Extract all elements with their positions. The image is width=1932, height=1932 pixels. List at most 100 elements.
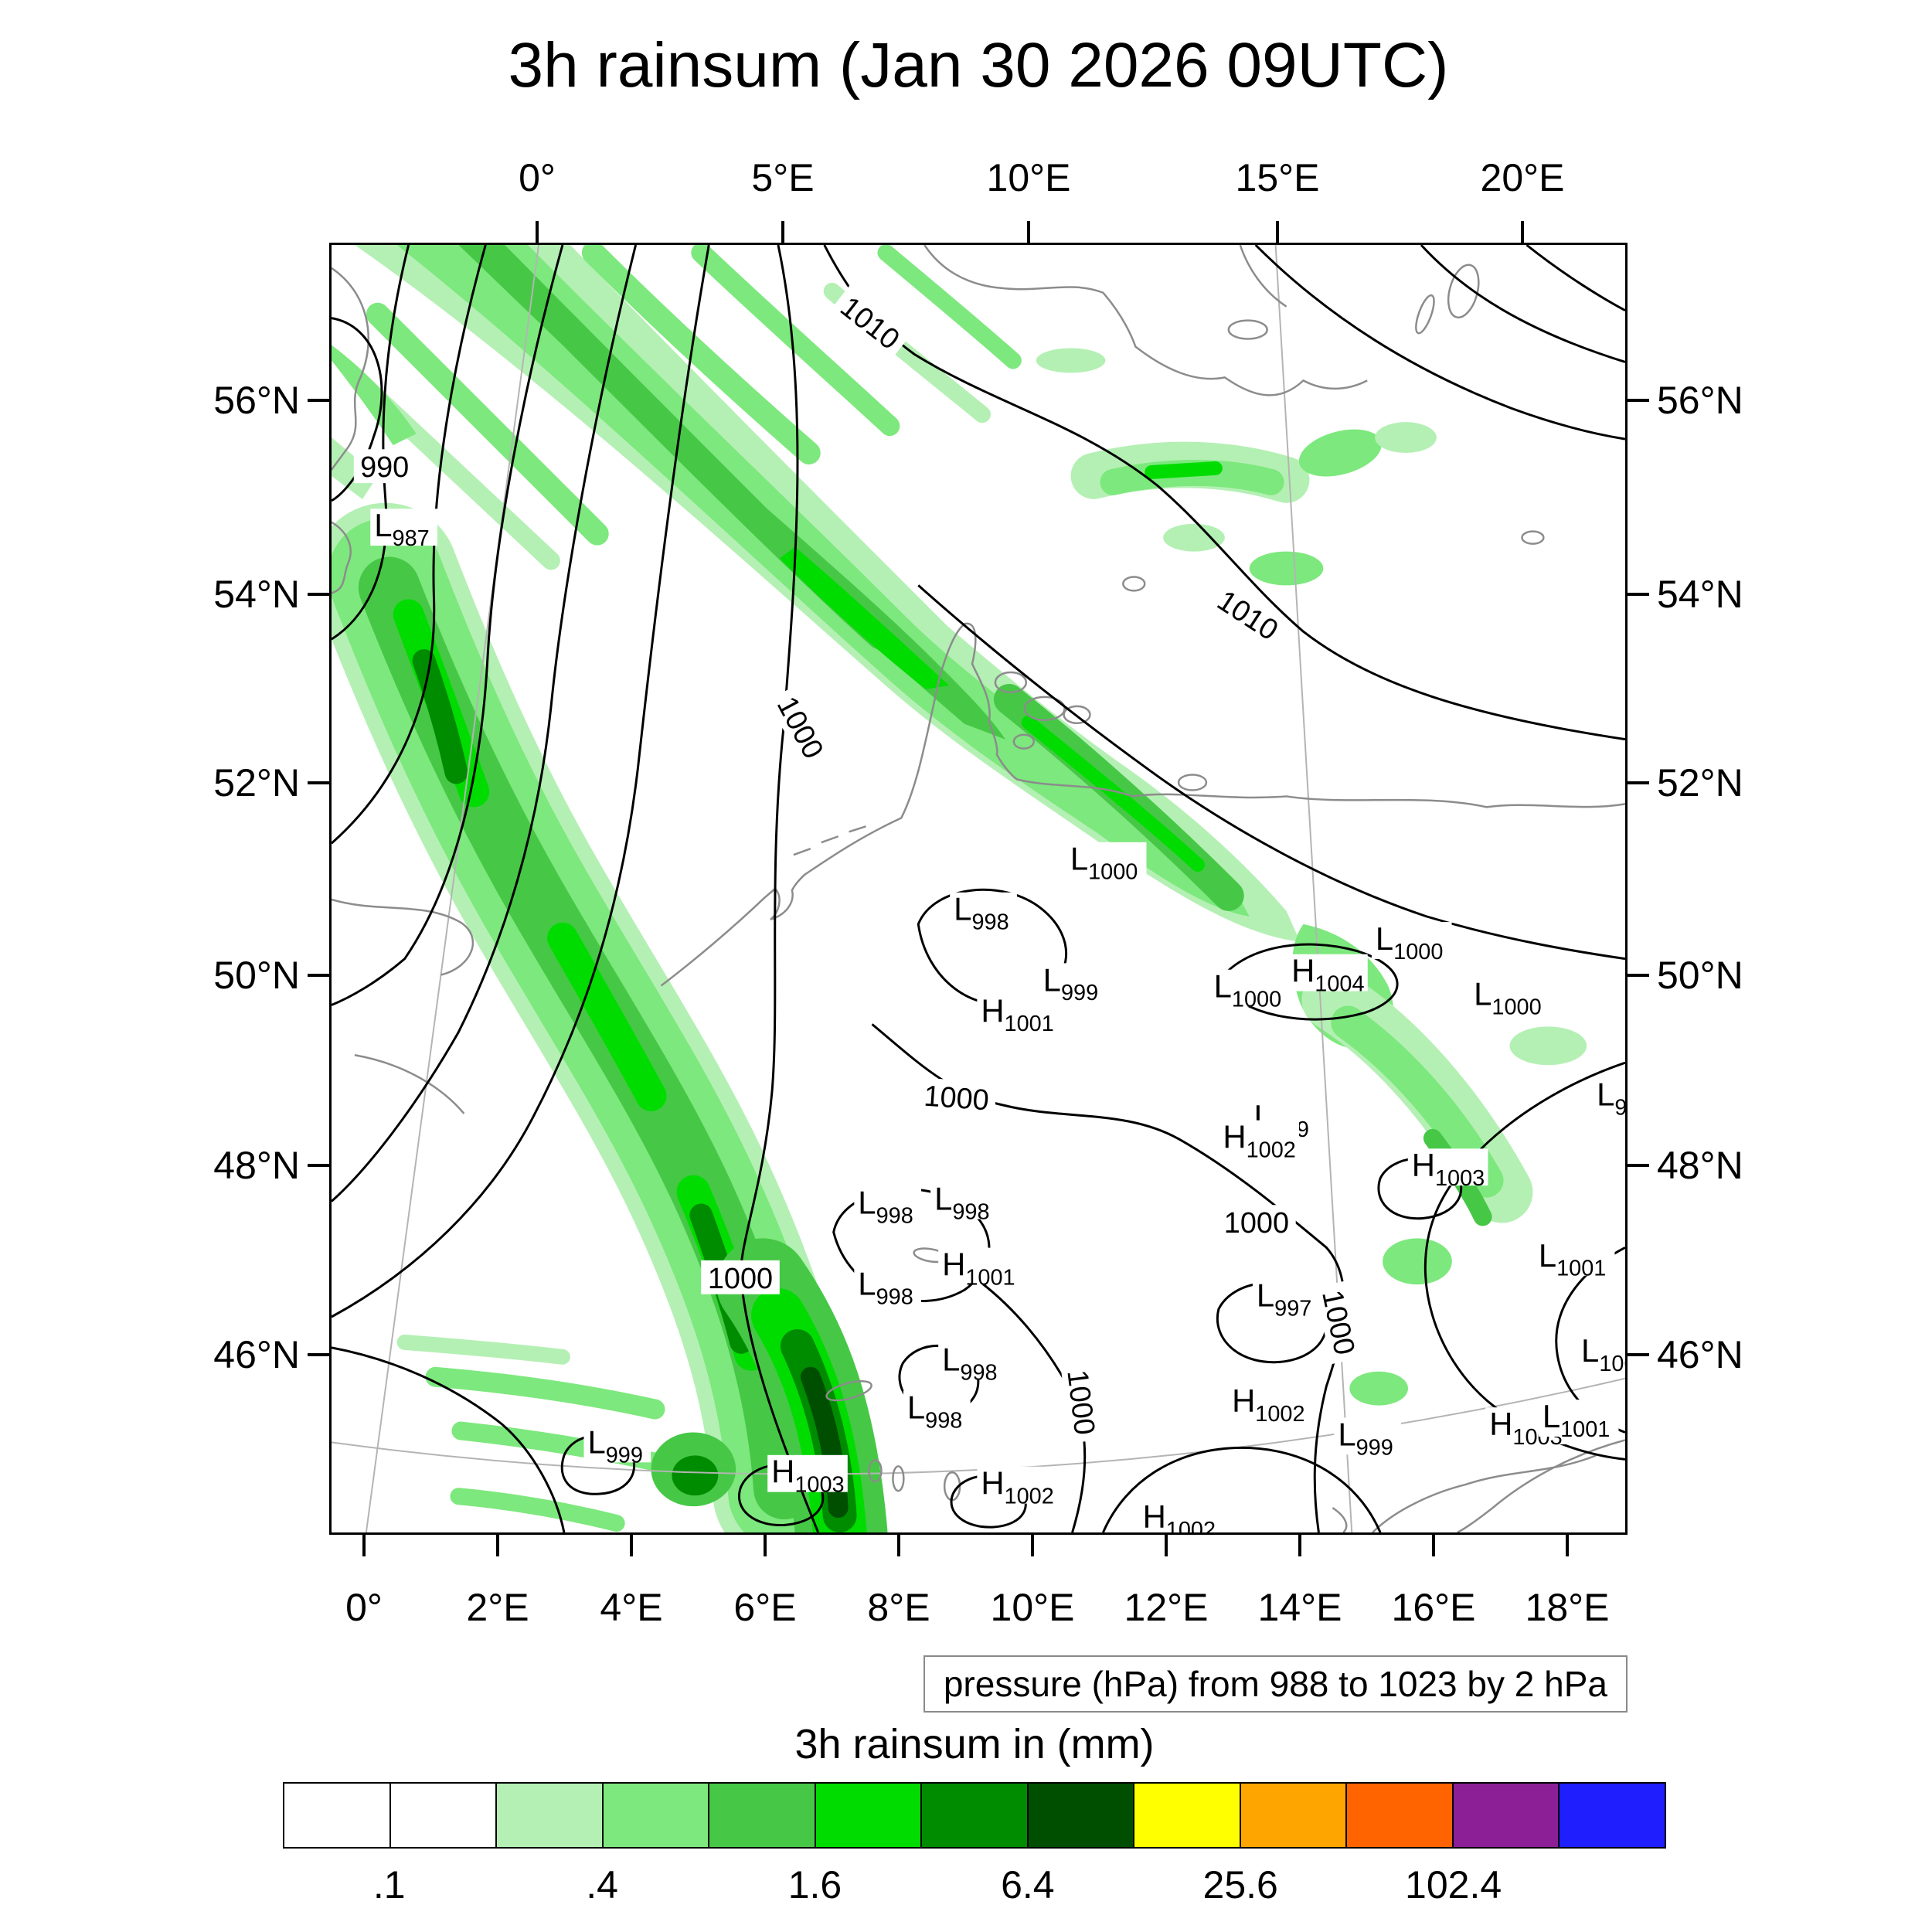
- colorbar-cell-2: [495, 1782, 604, 1849]
- axis-tick-label-top: 5°E: [751, 156, 815, 199]
- colorbar-cell-3: [601, 1782, 710, 1849]
- pressure-center-H1002: H1002: [1228, 1383, 1308, 1427]
- colorbar-tick-label: 6.4: [1001, 1863, 1055, 1906]
- colorbar-title: 3h rainsum in (mm): [794, 1721, 1155, 1767]
- pressure-center-L100: L100: [1577, 1332, 1625, 1376]
- axis-tick: [1628, 593, 1649, 596]
- pressure-center-L999: L999: [1039, 961, 1107, 1005]
- colorbar-tick-label: 25.6: [1202, 1863, 1278, 1906]
- isobar-label-1000: 1000: [916, 1077, 997, 1117]
- colorbar-cell-9: [1239, 1782, 1348, 1849]
- axis-tick-label-bottom: 10°E: [990, 1586, 1075, 1629]
- colorbar-cell-5: [814, 1782, 923, 1849]
- axis-tick-label-top: 15°E: [1235, 156, 1320, 199]
- isobar-label-1000: 1000: [767, 684, 835, 770]
- isobar-label-1010: 1010: [1206, 579, 1291, 651]
- pressure-center-L999: L999: [1334, 1416, 1402, 1460]
- axis-tick: [308, 593, 329, 596]
- colorbar-cell-12: [1558, 1782, 1666, 1849]
- pressure-center-L998: L998: [854, 1265, 922, 1309]
- pressure-center-L999: L999: [583, 1423, 651, 1468]
- axis-tick-label-left: 56°N: [213, 379, 300, 422]
- axis-tick-label-bottom: 0°: [345, 1586, 383, 1629]
- axis-tick: [1027, 221, 1030, 243]
- axis-tick-label-left: 54°N: [213, 573, 300, 616]
- pressure-center-L1000: L1000: [1066, 841, 1147, 885]
- colorbar-tick-label: 1.6: [787, 1863, 842, 1906]
- pressure-center-L1000: L1000: [1470, 976, 1550, 1020]
- pressure-center-L998: L998: [854, 1184, 922, 1228]
- axis-tick: [1628, 1164, 1649, 1167]
- axis-tick: [1031, 1535, 1034, 1556]
- svg-text:1000: 1000: [1224, 1207, 1289, 1240]
- axis-tick-label-right: 56°N: [1657, 379, 1743, 422]
- axis-tick: [1276, 221, 1279, 243]
- pressure-center-L99: L99: [1593, 1077, 1625, 1120]
- axis-tick: [1628, 781, 1649, 784]
- axis-tick: [1628, 974, 1649, 977]
- colorbar-cell-8: [1133, 1782, 1241, 1849]
- axis-tick-label-bottom: 14°E: [1257, 1586, 1342, 1629]
- axis-tick: [1628, 399, 1649, 402]
- axis-tick-label-left: 46°N: [213, 1333, 300, 1376]
- axis-tick: [1566, 1535, 1569, 1556]
- colorbar-cell-4: [708, 1782, 816, 1849]
- colorbar-cell-11: [1451, 1782, 1560, 1849]
- axis-tick: [764, 1535, 767, 1556]
- axis-tick-label-bottom: 12°E: [1124, 1586, 1209, 1629]
- axis-tick: [308, 974, 329, 977]
- axis-tick: [536, 221, 539, 243]
- pressure-center-H1003: H1003: [767, 1454, 848, 1498]
- axis-tick-label-right: 52°N: [1657, 761, 1743, 804]
- pressure-center-L1001: L1001: [1534, 1237, 1615, 1281]
- axis-tick: [308, 1164, 329, 1167]
- axis-tick-label-top: 10°E: [986, 156, 1071, 199]
- pressure-center-H1001: H1001: [977, 992, 1057, 1036]
- axis-tick-label-right: 50°N: [1657, 954, 1743, 997]
- axis-tick: [1432, 1535, 1435, 1556]
- svg-text:990: 990: [360, 451, 409, 484]
- rain-shading: [332, 245, 1587, 1532]
- svg-text:1000: 1000: [708, 1263, 773, 1295]
- svg-text:1000: 1000: [1315, 1287, 1361, 1358]
- pressure-center-H1001: H1001: [938, 1246, 1019, 1290]
- pressure-center-L997: L997: [1252, 1277, 1320, 1321]
- pressure-center-L1000: L1000: [1371, 920, 1452, 964]
- pressure-center-layer: L987L1000L998L999H1001L1000H1004L1000L10…: [370, 507, 1625, 1532]
- axis-tick: [897, 1535, 900, 1556]
- axis-tick-label-bottom: 16°E: [1391, 1586, 1476, 1629]
- pressure-center-L998: L998: [950, 891, 1017, 935]
- axis-tick-label-bottom: 6°E: [733, 1586, 797, 1629]
- axis-tick-label-top: 20°E: [1480, 156, 1565, 199]
- axis-tick: [362, 1535, 366, 1556]
- colorbar-cell-10: [1345, 1782, 1454, 1849]
- axis-tick: [1521, 221, 1524, 243]
- isobar-label-1000: 1000: [701, 1260, 780, 1295]
- axis-tick: [630, 1535, 633, 1556]
- colorbar: [283, 1782, 1666, 1849]
- pressure-center-L1001: L1001: [1538, 1398, 1619, 1442]
- axis-tick-label-bottom: 18°E: [1525, 1586, 1610, 1629]
- isobar-label-990: 990: [353, 449, 416, 484]
- axis-tick-label-bottom: 4°E: [600, 1586, 663, 1629]
- pressure-center-L987: L987: [370, 507, 437, 551]
- pressure-center-H1002: H1002: [1219, 1119, 1300, 1162]
- isobar-label-1000: 1000: [1217, 1205, 1296, 1240]
- map-canvas: 1010 990 1000 1010 1000 1000 1000 1000 1000 L987…: [332, 245, 1625, 1532]
- pressure-center-H1004: H1004: [1287, 953, 1368, 997]
- axis-tick: [308, 399, 329, 402]
- pressure-center-H1003: H1003: [1407, 1147, 1488, 1191]
- axis-tick-label-left: 50°N: [213, 954, 300, 997]
- colorbar-cell-7: [1026, 1782, 1135, 1849]
- isobar-label-1000: 1000: [1060, 1361, 1104, 1444]
- colorbar-tick-label: .1: [372, 1863, 406, 1906]
- colorbar-cell-0: [283, 1782, 391, 1849]
- axis-tick-label-right: 54°N: [1657, 573, 1743, 616]
- axis-tick: [1628, 1353, 1649, 1356]
- axis-tick-label-bottom: 8°E: [867, 1586, 930, 1629]
- pressure-center-H1002: H1002: [1138, 1498, 1219, 1532]
- axis-tick-label-right: 48°N: [1657, 1144, 1743, 1187]
- axis-tick: [308, 781, 329, 784]
- pressure-center-L998: L998: [903, 1389, 971, 1433]
- isobar-label-1000: 1000: [1315, 1280, 1365, 1365]
